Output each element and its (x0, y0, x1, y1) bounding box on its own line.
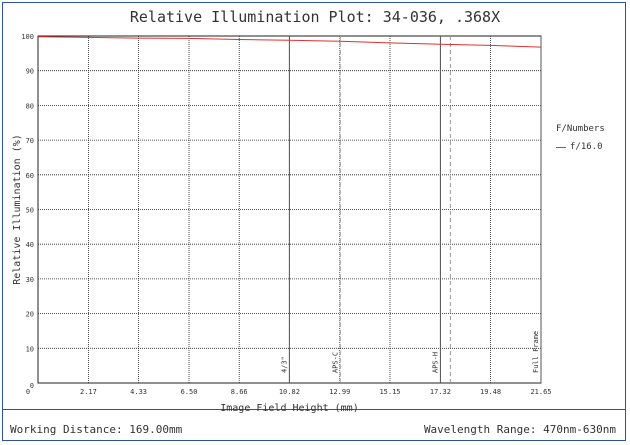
x-tick-label: 15.15 (379, 388, 400, 396)
x-tick-label: 6.50 (181, 388, 198, 396)
x-tick-label: 0 (26, 388, 30, 396)
y-tick-label: 20 (26, 311, 34, 319)
series-line (37, 36, 542, 48)
y-tick-label: 100 (21, 33, 34, 41)
sensor-marker-label: APS-C (331, 352, 339, 373)
x-tick-label: 19.48 (480, 388, 501, 396)
y-tick-label: 0 (30, 382, 34, 390)
x-tick-label: 12.99 (329, 388, 350, 396)
sensor-marker-label: APS-H (431, 352, 439, 373)
y-tick-label: 70 (26, 137, 34, 145)
y-tick-label: 90 (26, 68, 34, 76)
x-tick-label: 4.33 (130, 388, 147, 396)
legend-swatch (556, 146, 566, 148)
chart-title: Relative Illumination Plot: 34-036, .368… (129, 8, 501, 26)
legend-label: f/16.0 (570, 142, 603, 152)
wavelength-range: Wavelength Range: 470nm-630nm (423, 423, 616, 436)
y-axis-label: Relative Illumination (%) (12, 134, 23, 285)
chart-frame (2, 2, 626, 441)
x-tick-label: 2.17 (80, 388, 97, 396)
footer-separator (2, 409, 626, 410)
sensor-marker-label: 4/3" (280, 356, 288, 373)
y-tick-label: 80 (26, 102, 34, 110)
y-tick-label: 40 (26, 241, 34, 249)
x-tick-label: 21.65 (530, 388, 551, 396)
working-distance: Working Distance: 169.00mm (10, 423, 183, 436)
x-tick-label: 8.66 (231, 388, 248, 396)
y-tick-label: 50 (26, 207, 34, 215)
x-axis-label: Image Field Height (mm) (220, 403, 358, 414)
x-tick-label: 10.82 (279, 388, 300, 396)
sensor-marker-label: Full Frame (532, 331, 540, 373)
y-tick-label: 60 (26, 172, 34, 180)
y-tick-label: 10 (26, 345, 34, 353)
legend-entry: f/16.0 (556, 142, 603, 152)
y-tick-label: 30 (26, 276, 34, 284)
x-tick-label: 17.32 (430, 388, 451, 396)
legend-title: F/Numbers (556, 124, 605, 134)
